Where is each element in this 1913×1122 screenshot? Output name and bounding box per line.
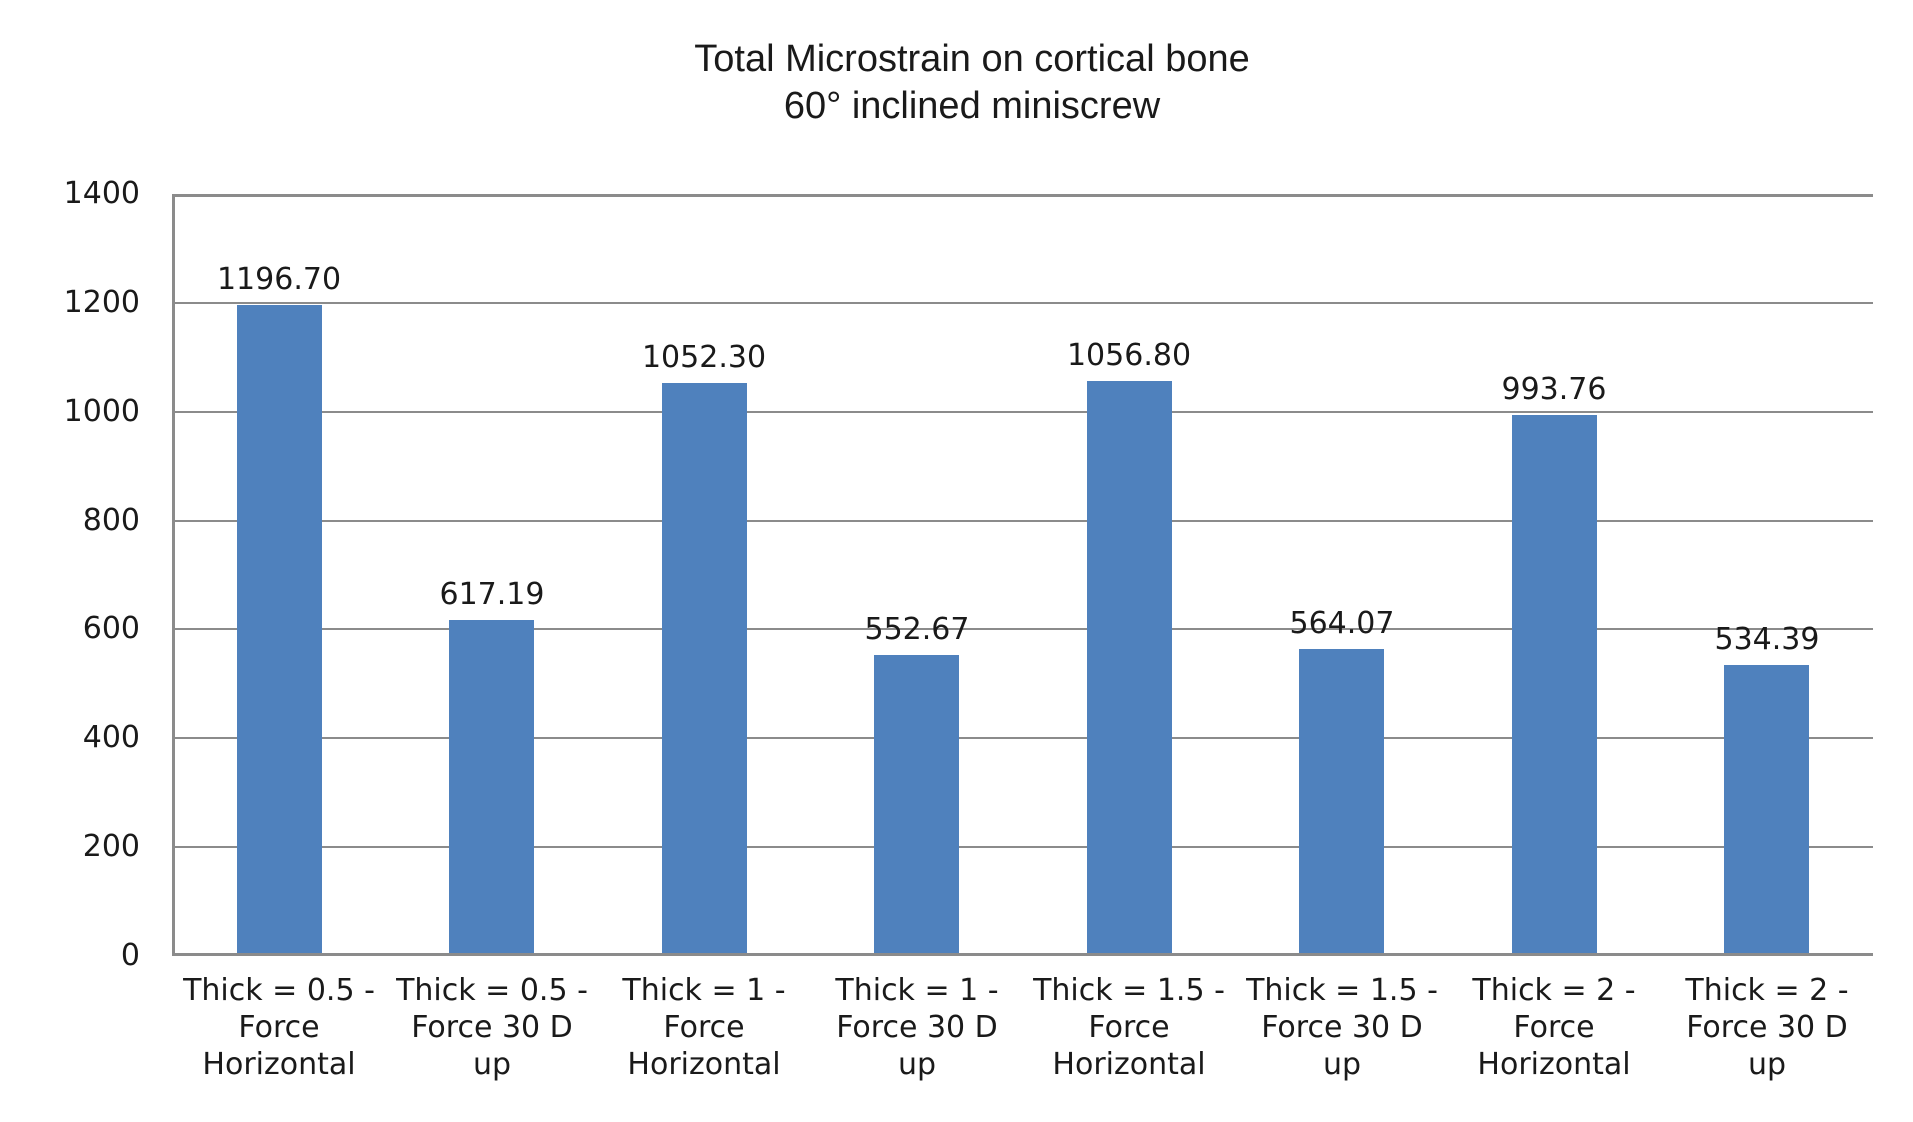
chart-title-block: Total Microstrain on cortical bone 60° i…	[694, 36, 1249, 130]
bar-value-label: 534.39	[1714, 622, 1820, 657]
gridline	[173, 302, 1873, 304]
plot-area: 1196.70 617.19 1052.30 552.67 1056.80 564.07 9…	[172, 194, 1873, 956]
y-axis-tick-label: 0	[120, 938, 140, 973]
bar-value-label: 1052.30	[641, 340, 767, 375]
y-axis-line	[172, 194, 175, 956]
bar-value-label: 1196.70	[216, 262, 342, 297]
y-axis-tick-label: 800	[82, 503, 140, 538]
y-axis-tick-label: 200	[82, 829, 140, 864]
y-axis-tick-label: 600	[82, 611, 140, 646]
y-axis-tick-label: 1400	[63, 176, 140, 211]
bar	[449, 620, 534, 956]
category-label: Thick = 0.5 - Force Horizontal	[183, 973, 375, 1082]
y-axis-tick-label: 1000	[63, 394, 140, 429]
category-label: Thick = 2 - Force Horizontal	[1472, 973, 1636, 1082]
category-label: Thick = 0.5 - Force 30 D up	[396, 973, 588, 1082]
x-axis-line	[173, 953, 1873, 956]
gridline	[173, 628, 1873, 630]
bar	[1299, 649, 1384, 956]
bar	[1512, 415, 1597, 956]
bar-value-label: 1056.80	[1066, 338, 1192, 373]
gridline	[173, 520, 1873, 522]
chart-title: Total Microstrain on cortical bone	[694, 38, 1250, 80]
bar-value-label: 617.19	[439, 577, 545, 612]
category-label: Thick = 1.5 - Force 30 D up	[1246, 973, 1438, 1082]
gridline	[173, 194, 1873, 197]
bar-value-label: 564.07	[1289, 606, 1395, 641]
bar	[874, 655, 959, 956]
gridline	[173, 846, 1873, 848]
bar-value-label: 993.76	[1501, 372, 1607, 407]
category-label: Thick = 1 - Force Horizontal	[622, 973, 786, 1082]
bar	[237, 305, 322, 956]
y-axis-tick-label: 1200	[63, 285, 140, 320]
bar-value-label: 552.67	[864, 612, 970, 647]
bar	[1724, 665, 1809, 956]
gridline	[173, 737, 1873, 739]
y-axis-tick-label: 400	[82, 720, 140, 755]
category-label: Thick = 2 - Force 30 D up	[1685, 973, 1849, 1082]
bar	[1087, 381, 1172, 956]
gridline	[173, 411, 1873, 413]
category-label: Thick = 1.5 - Force Horizontal	[1033, 973, 1225, 1082]
category-label: Thick = 1 - Force 30 D up	[835, 973, 999, 1082]
bar	[662, 383, 747, 956]
chart-subtitle: 60° inclined miniscrew	[783, 85, 1161, 127]
